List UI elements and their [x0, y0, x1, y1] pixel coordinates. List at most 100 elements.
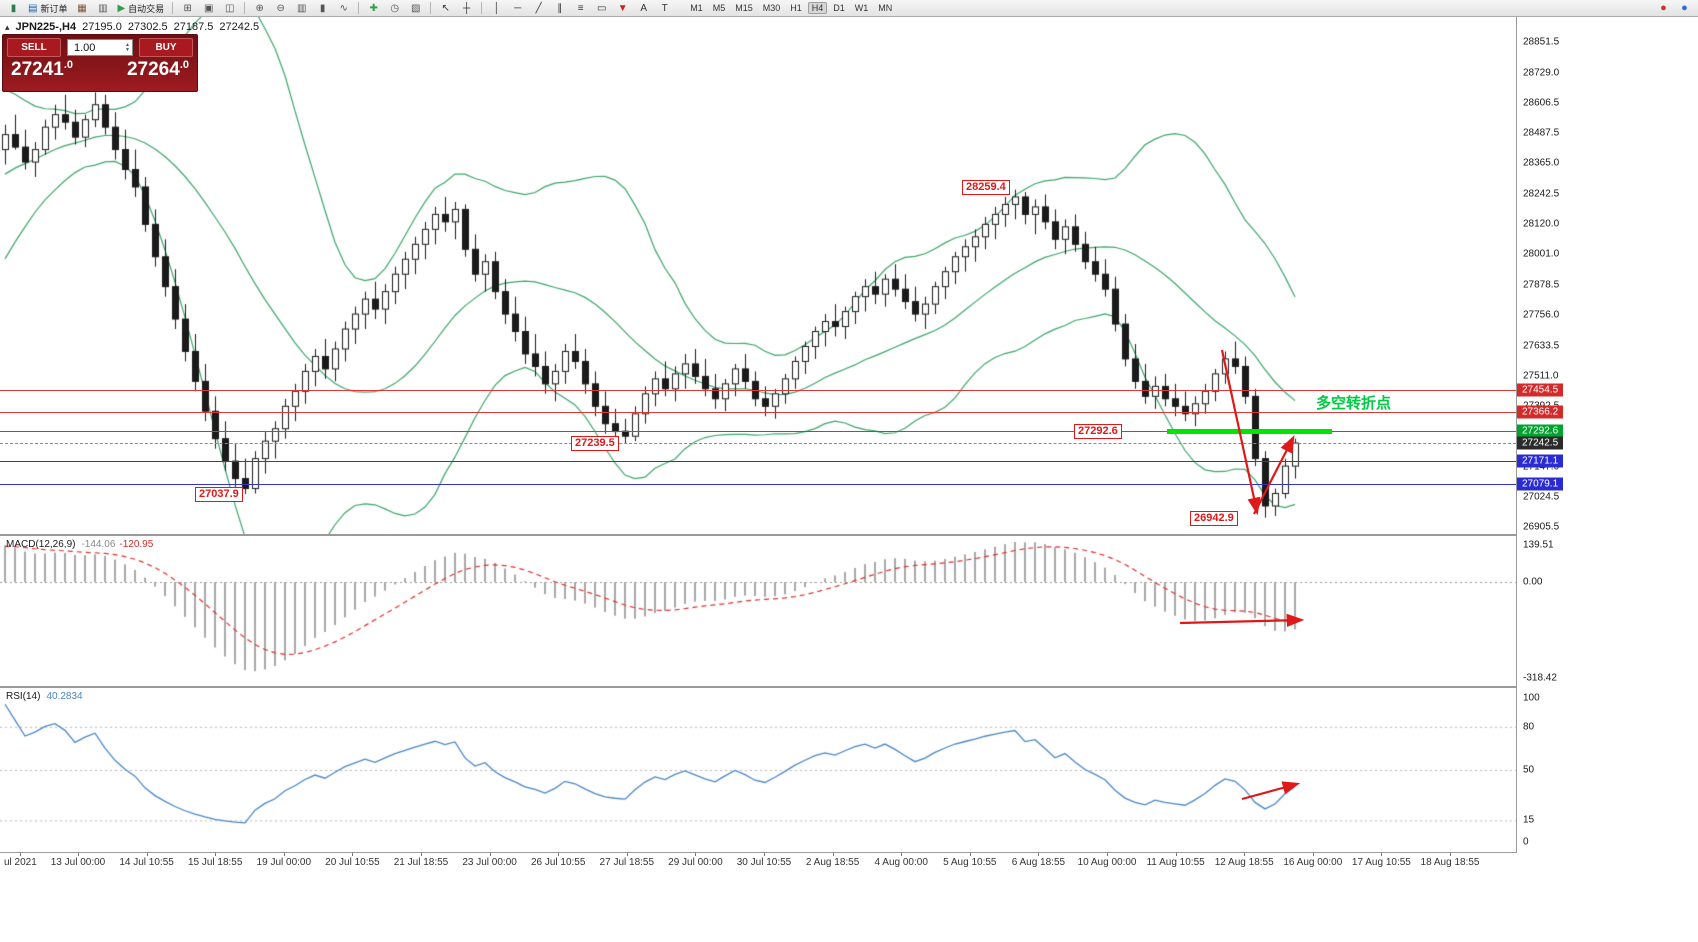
time-axis-tick	[626, 853, 628, 856]
ohlc-close: 27242.5	[219, 21, 260, 33]
fibonacci-icon[interactable]: ≡	[570, 1, 591, 16]
time-axis-label: 23 Jul 00:00	[462, 857, 517, 868]
time-axis-tick	[969, 853, 971, 856]
sell-price[interactable]: 27241.0	[11, 59, 73, 81]
timeframe-mn[interactable]: MN	[878, 3, 893, 13]
ohlc-low: 27187.5	[173, 21, 214, 33]
buy-price[interactable]: 27264.0	[127, 59, 189, 81]
profiles-icon[interactable]: ▦	[71, 1, 92, 16]
new-chart-icon[interactable]: ▮	[3, 1, 24, 16]
periods-icon[interactable]: ◷	[384, 1, 405, 16]
panel-separator[interactable]	[0, 534, 1698, 536]
candlestick-chart[interactable]	[0, 17, 1516, 534]
price-tag: 27292.6	[1517, 424, 1564, 438]
zoom-in-icon[interactable]: ⊕	[249, 1, 270, 16]
time-axis-tick	[215, 853, 217, 856]
turning-point-note[interactable]: 多空转折点	[1316, 395, 1392, 412]
bar-chart-icon[interactable]: ▥	[291, 1, 312, 16]
timeframe-w1[interactable]: W1	[854, 3, 869, 13]
horizontal-line-object[interactable]	[0, 483, 1516, 485]
spinner-up-icon[interactable]: ▲	[125, 41, 130, 48]
volume-input[interactable]: 1.00 ▲ ▼	[67, 39, 133, 56]
arrange-windows-icon[interactable]: ◫	[219, 1, 240, 16]
rsi-panel[interactable]	[0, 688, 1516, 852]
autotrading-button[interactable]: ▶ 自动交易	[113, 1, 168, 16]
horizontal-line-object[interactable]	[0, 430, 1516, 432]
crosshair-icon[interactable]: ┼	[456, 1, 477, 16]
horizontal-line-icon: ─	[514, 2, 522, 14]
time-axis-tick	[489, 853, 491, 856]
one-click-collapse-icon[interactable]: ▴	[5, 21, 10, 32]
community-icon[interactable]: ●	[1674, 1, 1695, 16]
crosshair-icon: ┼	[463, 2, 471, 14]
timeframe-m1[interactable]: M1	[690, 3, 703, 13]
toolbar-separator	[430, 2, 432, 14]
timeframe-d1[interactable]: D1	[833, 3, 845, 13]
arrows-tool-icon[interactable]: ▼	[612, 1, 633, 16]
new-order-icon: ▤	[28, 2, 38, 14]
channel-icon[interactable]: ∥	[549, 1, 570, 16]
new-chart-icon: ▮	[10, 2, 17, 14]
timeframe-m30[interactable]: M30	[762, 3, 781, 13]
profiles-icon: ▦	[77, 2, 87, 14]
price-label-object[interactable]: 28259.4	[962, 180, 1010, 195]
volume-spinner[interactable]: ▲ ▼	[125, 41, 130, 53]
indicators-icon[interactable]: ✚	[363, 1, 384, 16]
time-axis-label: 15 Jul 18:55	[187, 857, 243, 868]
horizontal-line-object[interactable]	[0, 390, 1516, 392]
panel-separator[interactable]	[0, 686, 1698, 688]
price-axis[interactable]: 28851.5 28729.0 28606.5 28487.5 28365.0 28242…	[1517, 17, 1698, 873]
panel-separator	[0, 852, 1698, 853]
trendline-icon[interactable]: ╱	[528, 1, 549, 16]
price-label-object[interactable]: 27292.6	[1074, 424, 1122, 439]
horizontal-line-object[interactable]	[0, 412, 1516, 414]
buy-button[interactable]: BUY	[139, 38, 193, 57]
tile-windows-icon: ⊞	[183, 2, 192, 14]
zoom-out-icon[interactable]: ⊖	[270, 1, 291, 16]
timeframe-h1[interactable]: H1	[790, 3, 802, 13]
macd-axis-label: 139.51	[1523, 539, 1554, 551]
time-axis-tick	[1107, 853, 1108, 856]
price-label-object[interactable]: 26942.9	[1190, 511, 1238, 526]
spinner-down-icon[interactable]: ▼	[125, 46, 130, 53]
text-icon[interactable]: A	[633, 1, 654, 16]
buy-price-digits: 27264	[126, 59, 180, 80]
time-axis-label: 30 Jul 10:55	[736, 857, 792, 868]
vertical-line-icon[interactable]: │	[486, 1, 507, 16]
cursor-icon[interactable]: ↖	[435, 1, 456, 16]
macd-main-value: -144.06	[81, 539, 116, 550]
shapes-icon[interactable]: ▭	[591, 1, 612, 16]
timeframe-h4[interactable]: H4	[807, 2, 828, 14]
line-chart-icon[interactable]: ∿	[333, 1, 354, 16]
price-axis-label: 27878.5	[1523, 279, 1560, 291]
trendline-object[interactable]	[1167, 428, 1332, 434]
time-axis[interactable]: ul 2021 13 Jul 00:00 14 Jul 10:55 15 Jul 18…	[0, 853, 1698, 873]
templates-icon[interactable]: ▧	[405, 1, 426, 16]
macd-panel[interactable]	[0, 536, 1516, 686]
tile-windows-icon[interactable]: ⊞	[177, 1, 198, 16]
macd-signal-value: -120.95	[119, 539, 154, 550]
price-tag: 27454.5	[1517, 383, 1564, 397]
cascade-windows-icon[interactable]: ▣	[198, 1, 219, 16]
price-label-object[interactable]: 27239.5	[571, 436, 619, 451]
time-axis-label: 5 Aug 10:55	[943, 857, 997, 868]
timeframe-m5[interactable]: M5	[712, 3, 726, 13]
price-axis-label: 27511.0	[1523, 370, 1559, 382]
text-label-icon[interactable]: T	[654, 1, 675, 16]
charts-list-icon[interactable]: ▥	[92, 1, 113, 16]
time-axis-label: ul 2021	[4, 857, 37, 868]
price-label-object[interactable]: 27037.9	[195, 487, 243, 502]
timeframe-m15[interactable]: M15	[735, 3, 753, 13]
indicators-icon: ✚	[369, 2, 378, 14]
macd-axis-label: 0.00	[1523, 576, 1543, 588]
horizontal-line-object[interactable]	[0, 460, 1516, 462]
horizontal-line-icon[interactable]: ─	[507, 1, 528, 16]
sell-button[interactable]: SELL	[7, 38, 61, 57]
time-axis-label: 6 Aug 18:55	[1011, 857, 1066, 868]
candlestick-chart-icon[interactable]: ▮	[312, 1, 333, 16]
price-axis-label: 27633.5	[1523, 340, 1560, 352]
news-icon[interactable]: ●	[1653, 1, 1674, 16]
chart-header: ▴ JPN225-,H4 27195.0 27302.5 27187.5 272…	[5, 21, 259, 33]
new-order-button[interactable]: ▤ 新订单	[24, 1, 71, 16]
horizontal-line-object[interactable]	[0, 443, 1516, 445]
